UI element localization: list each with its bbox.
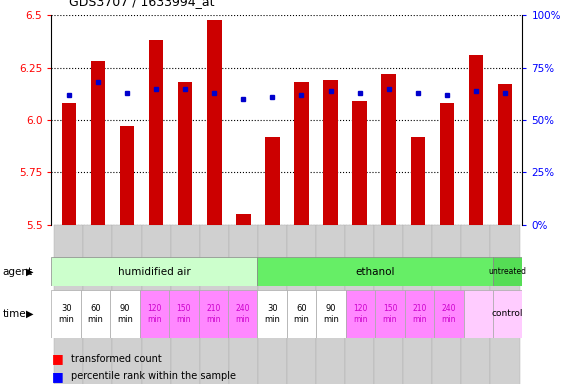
FancyBboxPatch shape (171, 225, 200, 384)
Text: 30
min: 30 min (264, 304, 280, 324)
FancyBboxPatch shape (54, 225, 83, 384)
Bar (120, 126, 134, 225)
Bar (258, 257, 493, 286)
Bar (434, 290, 464, 338)
Text: 210
min: 210 min (206, 304, 220, 324)
Text: 60
min: 60 min (87, 304, 103, 324)
FancyBboxPatch shape (345, 225, 374, 384)
Bar (287, 290, 316, 338)
Text: 240
min: 240 min (441, 304, 456, 324)
Text: 120
min: 120 min (147, 304, 162, 324)
Bar (316, 290, 346, 338)
Bar (440, 103, 454, 225)
FancyBboxPatch shape (461, 225, 490, 384)
Bar (498, 84, 512, 225)
Bar (405, 290, 434, 338)
Text: 150
min: 150 min (176, 304, 191, 324)
FancyBboxPatch shape (83, 225, 112, 384)
FancyBboxPatch shape (374, 225, 403, 384)
Text: 240
min: 240 min (235, 304, 250, 324)
Bar (381, 74, 396, 225)
Bar (199, 290, 228, 338)
FancyBboxPatch shape (142, 225, 171, 384)
FancyBboxPatch shape (432, 225, 461, 384)
Text: control: control (492, 310, 524, 318)
Text: time: time (3, 309, 26, 319)
Bar (375, 290, 405, 338)
Bar (228, 290, 258, 338)
Bar (258, 290, 287, 338)
Text: humidified air: humidified air (118, 266, 191, 277)
Text: transformed count: transformed count (71, 354, 162, 364)
Text: GDS3707 / 1633994_at: GDS3707 / 1633994_at (69, 0, 214, 8)
Text: ▶: ▶ (26, 266, 33, 277)
Text: ▶: ▶ (26, 309, 33, 319)
Bar (294, 82, 309, 225)
Bar (352, 101, 367, 225)
Text: 210
min: 210 min (412, 304, 427, 324)
Text: ethanol: ethanol (356, 266, 395, 277)
Bar (91, 61, 105, 225)
Text: agent: agent (3, 266, 33, 277)
FancyBboxPatch shape (258, 225, 287, 384)
Bar (51, 290, 81, 338)
Bar (493, 290, 522, 338)
Bar (62, 103, 76, 225)
Bar (149, 40, 163, 225)
Bar (169, 290, 199, 338)
Bar (469, 55, 483, 225)
Bar (493, 257, 522, 286)
Text: ■: ■ (51, 353, 63, 366)
FancyBboxPatch shape (112, 225, 142, 384)
Text: 150
min: 150 min (383, 304, 397, 324)
Text: 60
min: 60 min (293, 304, 309, 324)
Text: untreated: untreated (489, 267, 526, 276)
FancyBboxPatch shape (316, 225, 345, 384)
Bar (323, 80, 338, 225)
Bar (51, 257, 258, 286)
FancyBboxPatch shape (403, 225, 432, 384)
FancyBboxPatch shape (287, 225, 316, 384)
Bar (464, 290, 493, 338)
Text: ■: ■ (51, 370, 63, 383)
Bar (265, 137, 280, 225)
Bar (81, 290, 110, 338)
FancyBboxPatch shape (229, 225, 258, 384)
Text: 90
min: 90 min (117, 304, 133, 324)
Bar (411, 137, 425, 225)
Bar (110, 290, 140, 338)
Bar (178, 82, 192, 225)
Bar (236, 214, 251, 225)
Bar (207, 20, 222, 225)
FancyBboxPatch shape (490, 225, 520, 384)
Text: 90
min: 90 min (323, 304, 339, 324)
Text: 30
min: 30 min (58, 304, 74, 324)
Bar (140, 290, 169, 338)
FancyBboxPatch shape (200, 225, 229, 384)
Text: percentile rank within the sample: percentile rank within the sample (71, 371, 236, 381)
Bar (346, 290, 375, 338)
Text: 120
min: 120 min (353, 304, 368, 324)
